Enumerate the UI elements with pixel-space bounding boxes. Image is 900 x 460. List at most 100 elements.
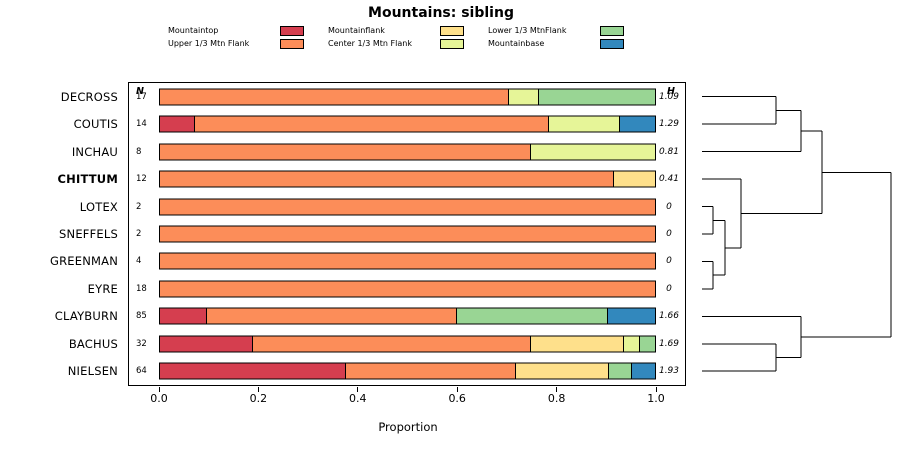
legend-item-label: Upper 1/3 Mtn Flank — [168, 39, 250, 48]
stacked-bar — [159, 170, 656, 188]
bar-segment-center — [624, 336, 640, 352]
n-value: 2 — [136, 228, 142, 239]
legend-item-lower: Lower 1/3 MtnFlank — [488, 25, 624, 36]
y-axis-labels: DECROSS COUTIS INCHAU CHITTUM LOTEX SNEFFELS G… — [0, 0, 118, 460]
bar-segment-lower — [639, 336, 655, 352]
row-label: COUTIS — [73, 117, 118, 132]
bar-segment-top — [160, 363, 346, 379]
n-value: 12 — [136, 174, 147, 185]
row-label: BACHUS — [68, 336, 118, 351]
bar-segment-upper — [160, 144, 532, 160]
bar-segment-top — [160, 336, 253, 352]
legend-item-center: Center 1/3 Mtn Flank — [328, 38, 464, 49]
center-swatch — [440, 38, 464, 49]
n-value: 18 — [136, 283, 147, 294]
stacked-bar — [159, 143, 656, 161]
h-value: 1.93 — [658, 366, 680, 377]
bar-segment-upper — [195, 116, 550, 132]
bar-segment-upper — [160, 253, 655, 269]
bar-segment-flank — [613, 171, 655, 187]
legend-item-top: Mountaintop — [168, 25, 304, 36]
x-tick — [257, 387, 259, 392]
legend-item-label: Lower 1/3 MtnFlank — [488, 26, 567, 35]
n-column-header: N — [136, 86, 144, 97]
bar-row: 85 1.66 — [129, 303, 685, 330]
bar-segment-center — [531, 144, 655, 160]
legend: Mountaintop Upper 1/3 Mtn Flank Mountainfl… — [168, 25, 624, 49]
h-value: 0.41 — [658, 174, 680, 185]
x-tick-label: 0.0 — [150, 392, 168, 405]
stacked-bar — [159, 88, 656, 106]
n-value: 64 — [136, 366, 147, 377]
bar-row: 32 1.69 — [129, 330, 685, 357]
row-label: CHITTUM — [57, 172, 118, 187]
upper-swatch — [280, 38, 304, 49]
stacked-bar — [159, 252, 656, 270]
n-value: 2 — [136, 201, 142, 212]
stacked-bar — [159, 198, 656, 216]
n-value: 8 — [136, 146, 142, 157]
h-value: 0 — [666, 201, 672, 212]
bar-rows-container: 17 1.09 14 1.29 8 0.81 12 0.41 2 0 2 0 4 0 18 0 85 1.66 32… — [129, 83, 685, 385]
bar-segment-upper — [160, 281, 655, 297]
bar-segment-flank — [531, 336, 625, 352]
x-tick — [655, 387, 657, 392]
stacked-bar — [159, 225, 656, 243]
bar-row: 14 1.29 — [129, 110, 685, 137]
stacked-bar — [159, 115, 656, 133]
bar-row: 17 1.09 — [129, 83, 685, 110]
stacked-bar — [159, 362, 656, 380]
bar-segment-center — [509, 89, 539, 105]
n-value: 85 — [136, 311, 147, 322]
base-swatch — [600, 38, 624, 49]
row-label: SNEFFELS — [59, 227, 118, 241]
bar-segment-flank — [515, 363, 609, 379]
h-column-header: H — [667, 86, 675, 97]
n-value: 14 — [136, 119, 147, 130]
bar-row: 64 1.93 — [129, 358, 685, 385]
bar-segment-base — [619, 116, 655, 132]
x-tick-label: 0.8 — [547, 392, 566, 405]
h-value: 0 — [666, 283, 672, 294]
bar-segment-top — [160, 116, 196, 132]
lower-swatch — [600, 25, 624, 36]
legend-item-label: Mountaintop — [168, 26, 219, 35]
bar-row: 18 0 — [129, 275, 685, 302]
h-value: 1.29 — [658, 119, 680, 130]
n-value: 32 — [136, 338, 147, 349]
bar-segment-center — [549, 116, 620, 132]
n-value: 17 — [136, 91, 147, 102]
bar-row: 8 0.81 — [129, 138, 685, 165]
bar-segment-upper — [160, 171, 614, 187]
row-label: CLAYBURN — [54, 309, 118, 324]
bar-segment-upper — [252, 336, 532, 352]
stacked-bar — [159, 280, 656, 298]
x-tick — [456, 387, 458, 392]
bar-segment-base — [631, 363, 655, 379]
bar-segment-lower — [456, 308, 609, 324]
legend-item-upper: Upper 1/3 Mtn Flank — [168, 38, 304, 49]
bar-segment-upper — [345, 363, 516, 379]
h-value: 0 — [666, 228, 672, 239]
bar-segment-upper — [160, 199, 655, 215]
bar-segment-top — [160, 308, 207, 324]
bar-segment-base — [608, 308, 655, 324]
top-swatch — [280, 25, 304, 36]
legend-item-base: Mountainbase — [488, 38, 624, 49]
bar-row: 12 0.41 — [129, 165, 685, 192]
x-tick-label: 0.4 — [349, 392, 367, 405]
legend-item-label: Mountainbase — [488, 39, 545, 48]
x-axis-title: Proportion — [378, 420, 438, 434]
h-value: 1.66 — [658, 311, 680, 322]
legend-group: Mountainflank Center 1/3 Mtn Flank — [328, 25, 464, 49]
row-label: DECROSS — [60, 89, 118, 104]
x-tick-label: 1.0 — [647, 392, 665, 405]
row-label: LOTEX — [79, 199, 118, 214]
legend-item-label: Center 1/3 Mtn Flank — [328, 39, 412, 48]
row-label: EYRE — [87, 281, 118, 296]
bar-segment-upper — [160, 226, 655, 242]
